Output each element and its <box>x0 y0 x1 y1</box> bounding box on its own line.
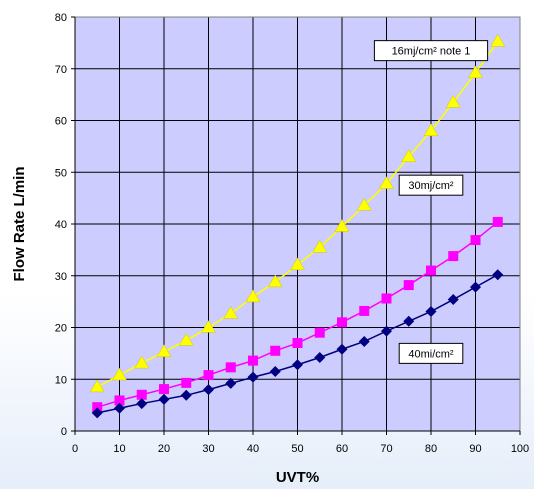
data-point <box>401 149 417 162</box>
data-point <box>203 384 214 396</box>
y-tick-label: 0 <box>61 426 67 438</box>
y-tick-label: 70 <box>55 64 67 76</box>
data-point <box>114 395 125 406</box>
data-point <box>359 305 370 316</box>
data-point <box>426 265 436 276</box>
annotations: 16mj/cm² note 1 30mj/cm² 40mi/cm² <box>373 40 489 364</box>
data-point <box>225 362 236 373</box>
data-point <box>314 327 325 338</box>
data-point <box>159 384 169 395</box>
data-point <box>381 325 392 337</box>
annotation-box <box>398 174 464 196</box>
x-tick-label: 50 <box>291 443 303 455</box>
data-point <box>336 343 348 355</box>
series <box>89 33 506 419</box>
data-point <box>180 389 192 401</box>
data-point <box>470 235 481 246</box>
data-point <box>223 306 239 319</box>
data-point <box>490 33 506 47</box>
data-point <box>136 389 147 400</box>
data-point <box>381 293 392 304</box>
x-tick-label: 20 <box>158 443 170 455</box>
data-point <box>112 367 127 381</box>
data-point <box>201 320 216 333</box>
data-point <box>356 197 372 211</box>
annotation-box <box>373 40 489 62</box>
data-point <box>267 274 283 288</box>
data-point <box>312 239 328 253</box>
x-tick-label: 60 <box>336 443 348 455</box>
x-tick-label: 30 <box>202 443 214 455</box>
x-tick-label: 80 <box>425 443 437 455</box>
data-point <box>181 377 192 388</box>
data-point <box>290 257 305 271</box>
y-tick-label: 80 <box>55 12 67 24</box>
annotation-label: 40mi/cm² <box>408 348 454 360</box>
data-point <box>425 305 437 317</box>
y-tick-label: 10 <box>55 374 67 386</box>
data-point <box>247 371 259 383</box>
x-tick-label: 0 <box>72 443 78 455</box>
annotation-label: 30mj/cm² <box>408 180 454 192</box>
annotation-2: 40mi/cm² <box>398 342 464 364</box>
annotation-label: 16mj/cm² note 1 <box>392 46 471 58</box>
data-point <box>292 359 303 371</box>
data-point <box>270 345 281 356</box>
data-point <box>156 344 172 357</box>
data-point <box>492 269 504 281</box>
data-point <box>470 281 481 293</box>
data-point <box>448 251 459 262</box>
x-tick-label: 70 <box>380 443 392 455</box>
data-point <box>447 294 459 306</box>
data-point <box>245 289 261 303</box>
y-tick-label: 60 <box>55 116 67 128</box>
data-point <box>468 65 483 79</box>
grid <box>75 17 520 431</box>
data-point <box>445 94 461 108</box>
data-point <box>379 176 394 189</box>
x-axis-title: UVT% <box>276 469 319 486</box>
data-point <box>423 123 439 136</box>
data-point <box>292 338 303 349</box>
annotation-0: 16mj/cm² note 1 <box>373 40 489 62</box>
axes: 0 10 20 30 40 50 60 70 80 90 100 0 10 20 30 40 50 60 70 80 <box>55 12 529 455</box>
data-point <box>334 219 350 232</box>
series-2 <box>91 269 504 419</box>
data-point <box>114 402 125 414</box>
y-tick-label: 20 <box>55 323 67 335</box>
y-tick-label: 50 <box>55 167 67 179</box>
data-point <box>178 332 194 346</box>
y-tick-label: 30 <box>55 271 67 283</box>
y-axis-title: Flow Rate L/min <box>11 166 28 281</box>
data-point <box>92 402 103 413</box>
data-point <box>225 377 237 389</box>
data-point <box>403 280 414 291</box>
data-point <box>358 335 370 347</box>
y-tick-label: 40 <box>55 219 67 231</box>
data-point <box>134 355 150 369</box>
data-point <box>158 393 170 405</box>
annotation-box <box>398 342 464 364</box>
data-point <box>403 315 415 327</box>
data-point <box>203 370 214 381</box>
annotation-1: 30mj/cm² <box>398 174 464 196</box>
x-tick-label: 100 <box>511 443 529 455</box>
data-point <box>314 352 326 364</box>
x-tick-label: 90 <box>469 443 481 455</box>
data-point <box>89 379 105 393</box>
data-point <box>492 216 503 227</box>
data-point <box>91 407 103 419</box>
data-point <box>136 398 148 410</box>
data-point <box>337 317 347 328</box>
data-point <box>269 365 281 377</box>
data-point <box>248 355 258 366</box>
series-0 <box>89 33 506 393</box>
series-1 <box>92 216 503 413</box>
x-tick-label: 40 <box>247 443 259 455</box>
x-tick-label: 10 <box>113 443 125 455</box>
